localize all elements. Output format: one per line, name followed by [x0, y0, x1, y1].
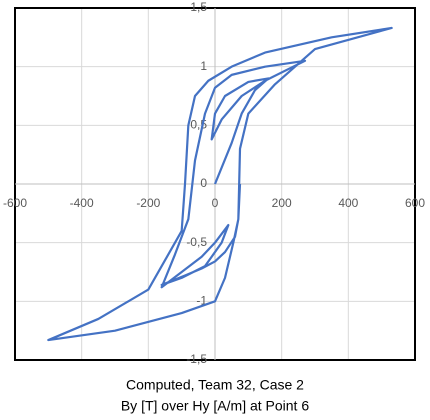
y-tick-label: 1 [200, 59, 207, 73]
x-tick-label: 0 [212, 196, 219, 210]
y-tick-label: 0 [200, 176, 207, 190]
y-tick-label: 1,5 [190, 0, 207, 14]
data-line [47, 26, 393, 342]
x-tick-label: 600 [405, 196, 425, 210]
x-tick-label: 200 [272, 196, 292, 210]
x-tick-label: 400 [338, 196, 358, 210]
x-tick-label: -600 [3, 196, 27, 210]
x-tick-label: -400 [70, 196, 94, 210]
y-tick-label: -0,5 [186, 235, 207, 249]
chart-subtitle: By [T] over Hy [A/m] at Point 6 [121, 398, 309, 414]
y-tick-label: -1 [196, 294, 207, 308]
x-tick-label: -200 [136, 196, 160, 210]
y-tick-label: -1,5 [186, 352, 207, 366]
chart-title: Computed, Team 32, Case 2 [126, 377, 304, 393]
